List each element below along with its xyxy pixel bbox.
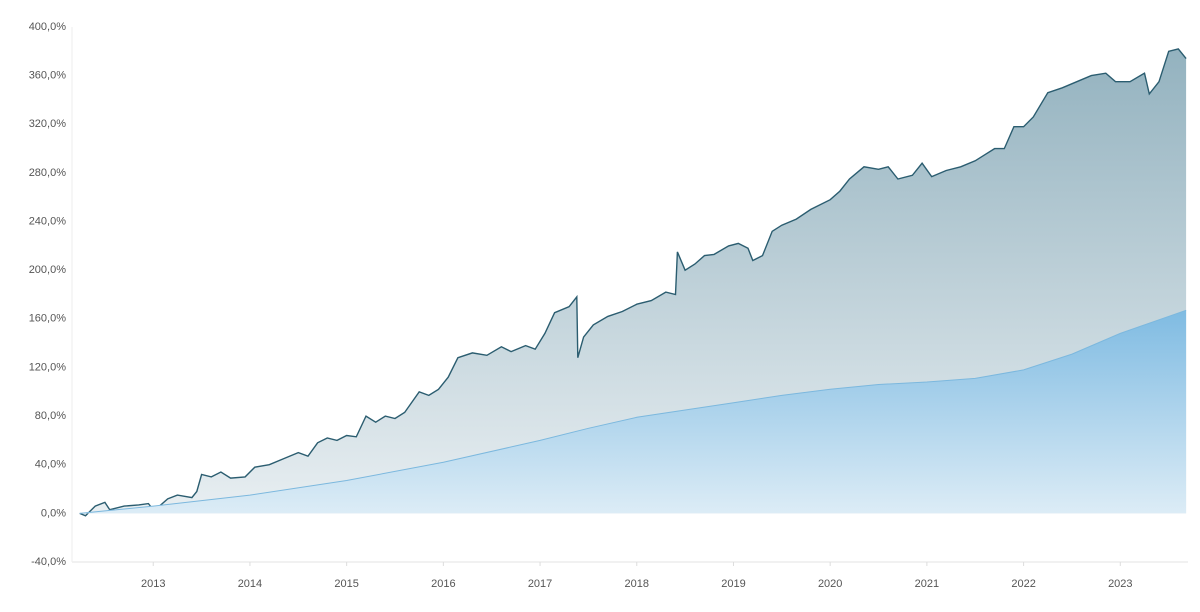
- y-tick-label: 240,0%: [29, 215, 67, 227]
- y-tick-label: 400,0%: [29, 21, 67, 33]
- line: [79, 48, 1187, 517]
- y-tick-label: -40,0%: [31, 556, 66, 568]
- y-tick-label: 280,0%: [29, 167, 67, 179]
- x-tick-label: 2017: [528, 578, 552, 590]
- x-tick-label: 2020: [818, 578, 842, 590]
- x-tick-label: 2019: [721, 578, 745, 590]
- x-tick-label: 2023: [1108, 578, 1132, 590]
- line: [79, 309, 1187, 514]
- area: [79, 310, 1187, 514]
- y-tick-label: 80,0%: [35, 410, 66, 422]
- y-tick-label: 120,0%: [29, 361, 67, 373]
- x-tick-label: 2013: [141, 578, 165, 590]
- x-tick-label: 2016: [431, 578, 455, 590]
- y-tick-label: 200,0%: [29, 264, 67, 276]
- x-tick-label: 2014: [238, 578, 262, 590]
- x-tick-label: 2018: [625, 578, 649, 590]
- y-tick-label: 360,0%: [29, 70, 67, 82]
- y-tick-label: 0,0%: [41, 507, 66, 519]
- y-tick-label: 40,0%: [35, 459, 66, 471]
- x-tick-label: 2022: [1011, 578, 1035, 590]
- x-tick-label: 2015: [334, 578, 358, 590]
- x-tick-label: 2021: [915, 578, 939, 590]
- y-tick-label: 320,0%: [29, 118, 67, 130]
- y-tick-label: 160,0%: [29, 313, 67, 325]
